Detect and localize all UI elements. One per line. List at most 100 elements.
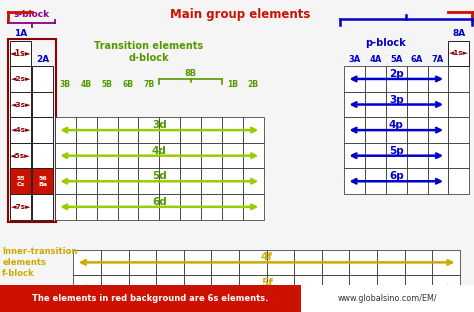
Bar — [118, 194, 138, 220]
Text: 3B: 3B — [60, 80, 71, 89]
Bar — [322, 250, 349, 275]
Text: 8A: 8A — [452, 29, 465, 38]
Bar — [76, 117, 97, 143]
Bar — [243, 168, 264, 194]
Bar — [201, 168, 222, 194]
Text: s-block: s-block — [14, 10, 50, 19]
Bar — [301, 285, 474, 312]
Bar — [201, 194, 222, 220]
Bar — [344, 66, 365, 92]
Bar — [8, 39, 56, 222]
Text: The elements in red background are 6s elements.: The elements in red background are 6s el… — [32, 295, 269, 303]
Bar — [159, 143, 180, 168]
Bar — [243, 143, 264, 168]
Text: Transition elements
d-block: Transition elements d-block — [94, 41, 203, 63]
Bar — [128, 250, 156, 275]
Bar — [349, 250, 377, 275]
Bar — [73, 250, 101, 275]
Text: ◄5s►: ◄5s► — [10, 153, 31, 159]
Bar — [10, 92, 31, 117]
Bar — [222, 143, 243, 168]
Bar — [32, 194, 53, 220]
Bar — [55, 194, 76, 220]
Bar — [32, 168, 53, 194]
Text: ◄4s►: ◄4s► — [10, 127, 31, 133]
Bar — [211, 275, 239, 301]
Bar — [118, 117, 138, 143]
Bar — [365, 66, 386, 92]
Bar — [10, 143, 31, 168]
Bar — [10, 66, 31, 92]
Text: 2A: 2A — [36, 55, 49, 64]
Bar — [10, 168, 31, 194]
Text: 3A: 3A — [348, 55, 361, 64]
Bar — [405, 250, 432, 275]
Bar — [184, 275, 211, 301]
Bar — [407, 168, 428, 194]
Bar — [222, 194, 243, 220]
Bar — [428, 92, 448, 117]
Bar — [243, 117, 264, 143]
Bar — [184, 250, 211, 275]
Text: 56
Ba: 56 Ba — [38, 176, 47, 187]
Bar — [101, 275, 128, 301]
Bar — [32, 143, 53, 168]
Bar — [377, 250, 405, 275]
Bar — [344, 168, 365, 194]
Bar — [10, 41, 31, 66]
Text: p-block: p-block — [365, 38, 406, 48]
Bar — [239, 250, 266, 275]
Bar — [180, 168, 201, 194]
Bar — [76, 194, 97, 220]
Text: 2p: 2p — [389, 69, 404, 79]
Bar — [428, 143, 448, 168]
Bar — [365, 92, 386, 117]
Bar — [201, 143, 222, 168]
Bar — [0, 285, 301, 312]
Text: ◄3s►: ◄3s► — [10, 101, 31, 108]
Bar — [10, 194, 31, 220]
Text: 7B: 7B — [143, 80, 155, 89]
Bar — [138, 143, 159, 168]
Bar — [448, 168, 469, 194]
Text: 5p: 5p — [389, 146, 404, 156]
Bar — [448, 41, 469, 66]
Bar — [407, 92, 428, 117]
Bar — [432, 250, 460, 275]
Text: 4p: 4p — [389, 120, 404, 130]
Bar — [32, 92, 53, 117]
Bar — [128, 275, 156, 301]
Text: Main group elements: Main group elements — [170, 8, 310, 21]
Bar — [428, 66, 448, 92]
Bar — [239, 275, 266, 301]
Bar — [365, 168, 386, 194]
Text: 5B: 5B — [102, 80, 112, 89]
Text: 4d: 4d — [152, 146, 167, 156]
Text: 1B: 1B — [227, 80, 238, 89]
Bar — [32, 66, 53, 92]
Bar — [377, 275, 405, 301]
Bar — [405, 275, 432, 301]
Bar — [386, 92, 407, 117]
Bar — [55, 168, 76, 194]
Bar — [386, 66, 407, 92]
Bar — [97, 117, 118, 143]
Bar — [118, 143, 138, 168]
Bar — [266, 275, 294, 301]
Bar — [448, 143, 469, 168]
Text: 6A: 6A — [411, 55, 423, 64]
Text: 5d: 5d — [152, 171, 167, 181]
Bar — [55, 143, 76, 168]
Bar — [138, 168, 159, 194]
Text: ◄1s►: ◄1s► — [449, 50, 469, 56]
Bar — [97, 143, 118, 168]
Text: 5A: 5A — [390, 55, 402, 64]
Text: www.globalsino.com/EM/: www.globalsino.com/EM/ — [337, 295, 438, 303]
Bar — [428, 117, 448, 143]
Bar — [156, 275, 184, 301]
Text: 4f: 4f — [261, 252, 273, 262]
Text: ◄2s►: ◄2s► — [10, 76, 31, 82]
Bar — [344, 143, 365, 168]
Bar — [294, 250, 322, 275]
Bar — [159, 168, 180, 194]
